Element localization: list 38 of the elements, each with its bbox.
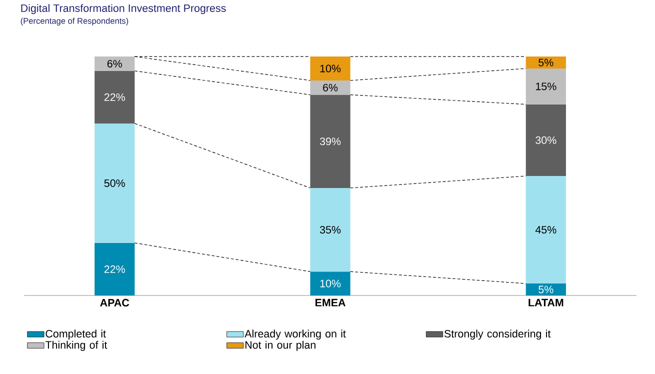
bar (526, 176, 566, 284)
bar (526, 283, 566, 296)
bar (94, 70, 135, 124)
data-label: 39% (320, 137, 341, 145)
data-label: 6% (323, 84, 338, 92)
bar (526, 68, 566, 104)
data-label: 15% (536, 82, 556, 90)
legend-label: Strongly considering it (444, 329, 551, 340)
legend-label: Thinking of it (45, 340, 108, 351)
x-tick-label: EMEA (315, 298, 346, 306)
data-label: 10% (320, 280, 341, 288)
bar (310, 94, 350, 188)
bar (94, 56, 135, 71)
chart-subtitle: (Percentage of Respondents) (20, 18, 128, 26)
legend-label: Already working on it (244, 329, 346, 340)
data-label: 45% (535, 226, 556, 234)
bar (94, 123, 135, 243)
data-label: 22% (104, 265, 125, 273)
bar (94, 242, 135, 296)
data-label: 35% (320, 226, 341, 234)
data-label: 5% (538, 286, 554, 294)
legend-label: Completed it (46, 329, 106, 340)
bar (310, 56, 350, 80)
bar (526, 104, 566, 176)
x-tick-label: LATAM (528, 298, 564, 306)
data-label: 10% (320, 64, 341, 72)
data-label: 6% (107, 60, 122, 68)
bar (310, 188, 350, 272)
data-label: 50% (104, 179, 125, 187)
legend-label: Not in our plan (245, 340, 316, 351)
bar (310, 80, 350, 95)
bar (526, 56, 566, 68)
data-label: 30% (536, 136, 556, 144)
data-label: 22% (104, 93, 125, 101)
data-label: 5% (538, 58, 554, 66)
chart-title: Digital Transformation Investment Progress (21, 4, 226, 14)
x-tick-label: APAC (100, 298, 130, 306)
bar (310, 271, 350, 296)
